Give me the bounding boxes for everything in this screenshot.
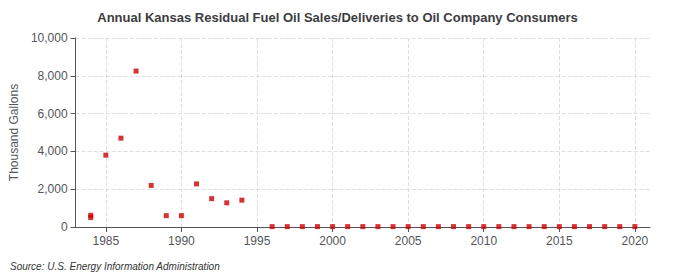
- svg-text:Annual Kansas Residual Fuel Oi: Annual Kansas Residual Fuel Oil Sales/De…: [97, 10, 577, 25]
- svg-text:0: 0: [61, 220, 68, 234]
- svg-text:Thousand Gallons: Thousand Gallons: [7, 84, 21, 181]
- svg-text:2,000: 2,000: [38, 182, 68, 196]
- svg-text:4,000: 4,000: [38, 144, 68, 158]
- svg-text:1995: 1995: [244, 234, 271, 248]
- svg-text:1990: 1990: [168, 234, 195, 248]
- svg-text:1985: 1985: [92, 234, 119, 248]
- svg-text:2000: 2000: [319, 234, 346, 248]
- svg-text:2020: 2020: [622, 234, 649, 248]
- svg-text:2015: 2015: [546, 234, 573, 248]
- svg-text:8,000: 8,000: [38, 69, 68, 83]
- svg-text:Source: U.S. Energy Informatio: Source: U.S. Energy Information Administ…: [10, 261, 220, 272]
- svg-text:2005: 2005: [395, 234, 422, 248]
- svg-text:2010: 2010: [470, 234, 497, 248]
- svg-text:10,000: 10,000: [31, 31, 68, 45]
- svg-text:6,000: 6,000: [38, 107, 68, 121]
